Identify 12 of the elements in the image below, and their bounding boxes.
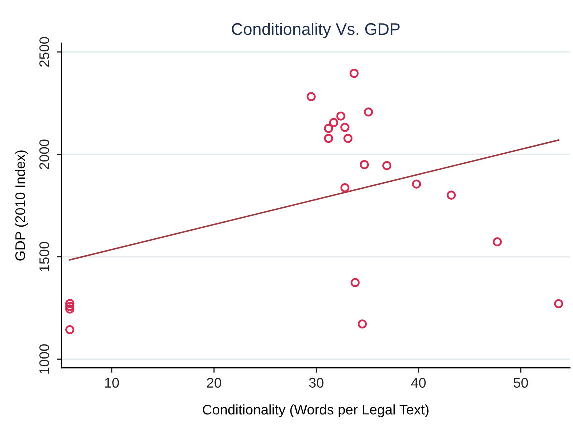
y-axis-title: GDP (2010 Index) <box>15 150 28 261</box>
x-tick-label: 40 <box>411 378 426 388</box>
x-tick-label: 10 <box>105 378 120 388</box>
x-axis-title: Conditionality (Words per Legal Text) <box>203 404 429 418</box>
y-tick-label: 2000 <box>40 140 50 170</box>
y-tick-label: 2500 <box>40 37 50 67</box>
x-tick-label: 30 <box>309 378 324 388</box>
chart-title: Conditionality Vs. GDP <box>232 22 400 39</box>
x-tick-label: 50 <box>514 378 528 388</box>
y-tick-label: 1500 <box>40 242 50 272</box>
y-tick-label: 1000 <box>40 344 50 374</box>
x-tick-label: 20 <box>207 378 222 388</box>
